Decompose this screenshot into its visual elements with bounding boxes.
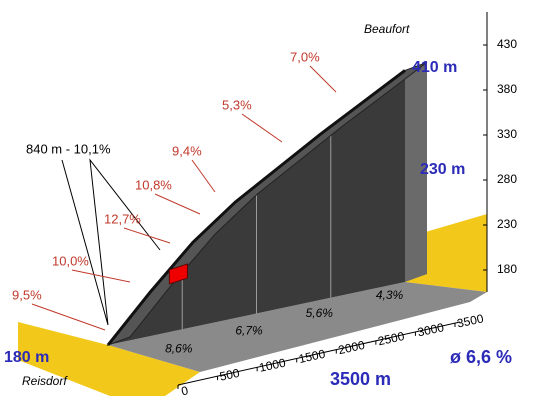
x-tick-label: 2500 [377,329,406,348]
start-elevation: 180 m [4,349,49,366]
plot [106,61,428,347]
y-tick-label: 330 [497,127,517,141]
steepest-leader [61,158,161,326]
x-tick-label: 2000 [337,338,366,357]
y-tick-label: 280 [497,172,517,186]
end-elevation: 410 m [412,59,457,76]
profile-line [106,69,406,346]
slope-leader [71,269,131,283]
y-tick-label: 180 [497,262,517,276]
x-tick-label: 0 [180,383,190,396]
slope-leader [241,113,283,143]
floor-left [18,322,200,396]
segment-label: 6,7% [235,324,263,338]
slope-label: 9,4% [172,143,202,158]
side-face [405,62,427,283]
slope-leader [154,193,201,215]
slope-label: 9,5% [12,287,42,302]
distance: 3500 m [330,369,391,389]
steepest: 840 m - 10,1% [26,141,111,156]
y-tick-label: 230 [497,217,517,231]
floor [108,282,487,372]
slope-leader [309,65,337,93]
gain: 230 m [420,161,465,178]
start-name: Reisdorf [22,374,68,388]
segment-label: 5,6% [306,306,334,320]
slope-label: 10,8% [135,177,172,192]
y-tick-label: 430 [497,37,517,51]
distance-axis [177,321,461,386]
x-tick-label: 500 [218,366,241,384]
segment-label: 4,3% [376,288,404,302]
steepest-block [168,263,188,285]
slope-leader [31,303,106,331]
x-tick-label: 3500 [456,311,485,330]
slope-leader [191,159,216,193]
slope-label: 5,3% [222,97,252,112]
x-tick-label: 1500 [297,347,326,366]
slope-label: 10,0% [52,253,89,268]
x-tick-label: 1000 [258,356,287,375]
y-tick-label: 380 [497,82,517,96]
segment-label: 8,6% [165,341,193,355]
slope-label: 7,0% [290,49,320,64]
x-tick-label: 3000 [416,320,445,339]
end-name: Beaufort [364,22,410,36]
slope-label: 12,7% [104,211,141,226]
average: ø 6,6 % [450,347,512,367]
slope-leader [123,227,171,244]
